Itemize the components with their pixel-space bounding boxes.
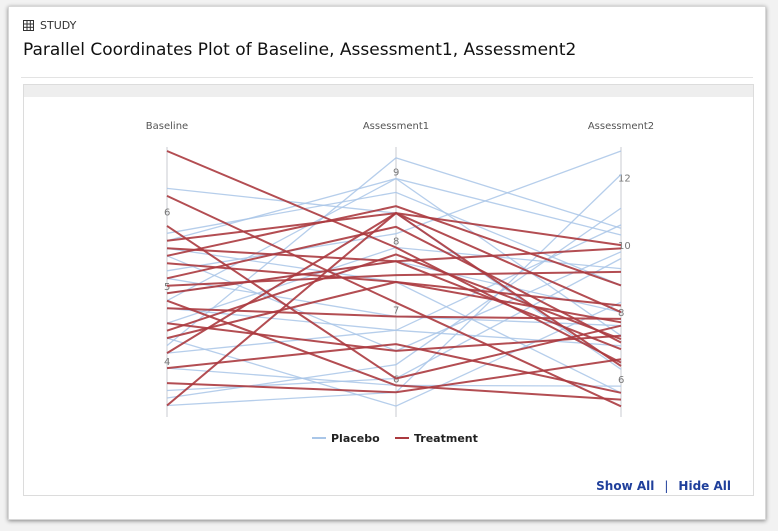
hide-all-button[interactable]: Hide All <box>678 479 731 493</box>
tick-label: 6 <box>164 207 170 218</box>
treatment-line[interactable] <box>166 307 622 320</box>
treatment-line[interactable] <box>166 247 622 351</box>
placebo-line[interactable] <box>166 191 622 287</box>
tick-label: 6 <box>618 375 624 386</box>
axis-title: Assessment1 <box>363 121 429 132</box>
axis-title: Assessment2 <box>588 121 654 132</box>
treatment-line[interactable] <box>166 270 622 287</box>
treatment-line[interactable] <box>166 225 622 344</box>
treatment-line[interactable] <box>166 280 622 340</box>
treatment-line[interactable] <box>166 211 622 407</box>
tick-label: 10 <box>618 241 631 252</box>
tick-label: 12 <box>618 174 631 185</box>
chart-card: STUDY Parallel Coordinates Plot of Basel… <box>8 6 766 520</box>
placebo-line[interactable] <box>166 257 622 392</box>
tick-label: 6 <box>393 374 399 385</box>
treatment-line[interactable] <box>166 253 622 341</box>
table-grid-icon <box>23 20 34 31</box>
breadcrumb: STUDY <box>23 19 751 32</box>
treatment-line[interactable] <box>166 299 622 401</box>
show-all-button[interactable]: Show All <box>596 479 655 493</box>
tick-label: 9 <box>393 168 399 179</box>
tick-label: 7 <box>393 305 399 316</box>
placebo-line[interactable] <box>166 177 622 242</box>
plot-frame: Baseline 4 5 6 Assessment1 6 7 8 9 Assessment2 6 8 1… <box>23 84 754 496</box>
treatment-line[interactable] <box>166 205 622 287</box>
tick-label: 8 <box>618 308 624 319</box>
treatment-line[interactable] <box>166 150 622 364</box>
placebo-line[interactable] <box>166 150 622 272</box>
axis-title: Baseline <box>146 121 188 132</box>
card-header: STUDY Parallel Coordinates Plot of Basel… <box>23 19 751 60</box>
breadcrumb-label: STUDY <box>40 19 77 32</box>
treatment-line[interactable] <box>166 322 622 352</box>
treatment-line[interactable] <box>166 343 622 394</box>
tick-label: 4 <box>164 357 170 368</box>
treatment-line[interactable] <box>166 358 622 394</box>
plot-toolbar-strip <box>24 85 753 97</box>
parallel-coordinates-chart: Baseline 4 5 6 Assessment1 6 7 8 9 Assessment2 6 8 1… <box>146 121 654 445</box>
footer-links: Show All | Hide All <box>596 479 731 493</box>
link-separator: | <box>664 479 669 493</box>
header-divider <box>21 77 753 78</box>
legend-item-treatment[interactable]: Treatment <box>414 432 478 445</box>
tick-label: 8 <box>393 237 399 248</box>
legend-item-placebo[interactable]: Placebo <box>331 432 380 445</box>
tick-label: 5 <box>164 282 170 293</box>
page-title: Parallel Coordinates Plot of Baseline, A… <box>23 40 577 60</box>
treatment-line[interactable] <box>166 225 622 380</box>
placebo-line[interactable] <box>166 177 622 337</box>
